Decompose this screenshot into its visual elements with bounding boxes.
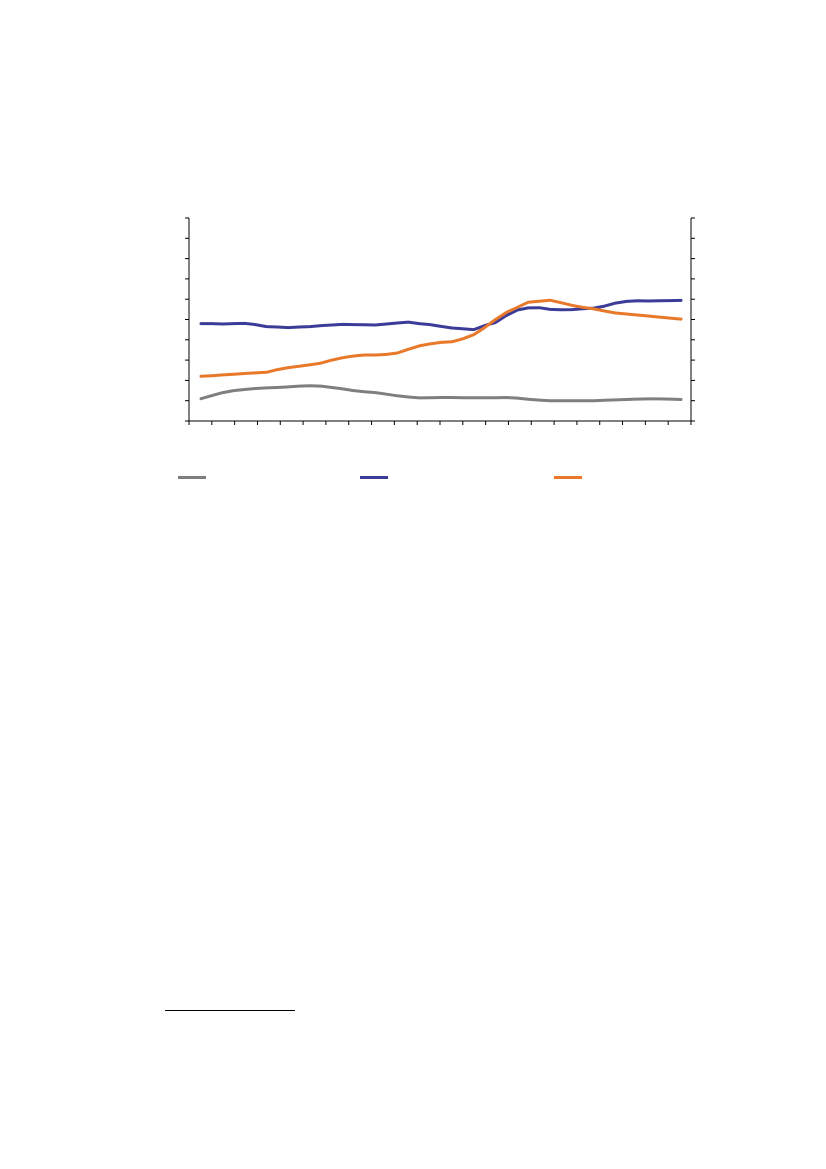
- series-line-blue: [199, 298, 683, 332]
- series-line-orange: [199, 298, 683, 378]
- x-axis-ticks: [188, 421, 692, 425]
- legend-item-blue: [360, 470, 394, 484]
- series-layer: [199, 298, 683, 403]
- series-line-gray: [199, 384, 683, 403]
- legend-swatch-blue: [360, 475, 388, 479]
- right-axis-ticks: [691, 217, 695, 422]
- footnote-separator: [165, 1010, 295, 1011]
- legend-swatch-orange: [554, 475, 582, 479]
- chart-legend: [178, 470, 698, 484]
- legend-item-gray: [178, 470, 212, 484]
- legend-swatch-gray: [178, 475, 206, 479]
- right-axis: [690, 217, 695, 422]
- left-axis-ticks: [185, 217, 189, 422]
- x-axis: [188, 420, 692, 425]
- legend-item-orange: [554, 470, 588, 484]
- left-axis: [185, 217, 190, 422]
